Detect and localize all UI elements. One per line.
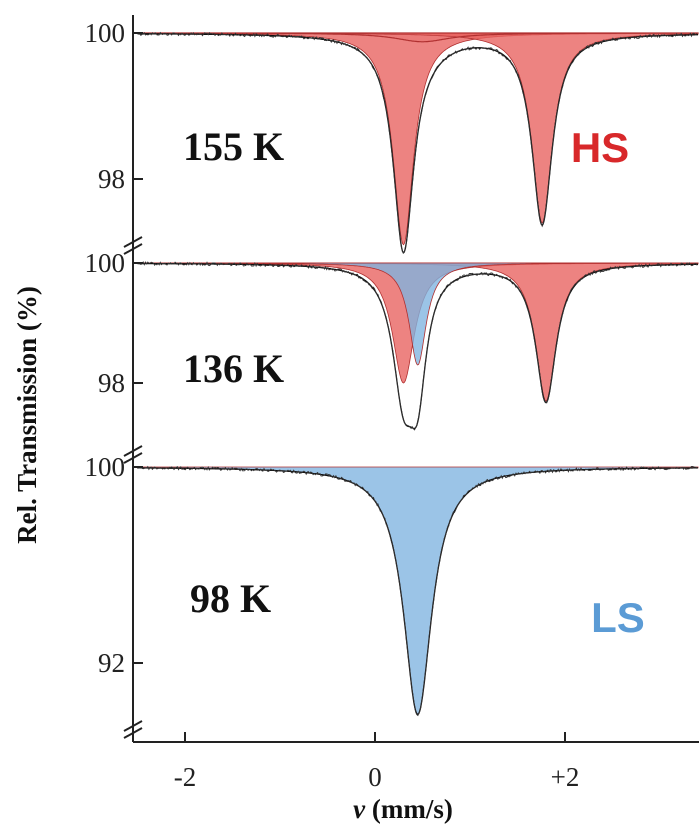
y-tick-label: 98 bbox=[98, 368, 125, 398]
axis-break-3 bbox=[123, 720, 143, 739]
panels-layer: 155 K HS 136 K 98 K LS bbox=[136, 31, 699, 717]
panel-label: 155 K bbox=[183, 124, 284, 169]
y-tick-label: 100 bbox=[85, 18, 126, 48]
y-tick-label: 100 bbox=[85, 452, 126, 482]
state-label-hs: HS bbox=[571, 124, 629, 171]
panel-136-k: 136 K bbox=[137, 261, 699, 431]
x-tick-label: -2 bbox=[174, 762, 197, 792]
axis-layer bbox=[132, 15, 699, 743]
panel-155-k: 155 K HS bbox=[136, 31, 699, 254]
ticks-layer: 100 98 100 98 100 92 -2 0 +2 bbox=[85, 18, 580, 792]
x-axis-title-var: v bbox=[353, 794, 366, 824]
y-tick-label: 100 bbox=[85, 248, 126, 278]
data-points bbox=[137, 31, 698, 254]
y-axis-title: Rel. Transmission (%) bbox=[12, 286, 42, 544]
x-tick-label: +2 bbox=[551, 762, 580, 792]
series-ls-component-0 bbox=[137, 262, 699, 366]
data-points bbox=[137, 261, 698, 431]
data-points bbox=[137, 465, 698, 717]
panel-98-k: 98 K LS bbox=[137, 465, 699, 717]
x-axis-title: v (mm/s) bbox=[353, 794, 453, 824]
x-axis-title-unit: (mm/s) bbox=[365, 794, 453, 824]
axis-break-1 bbox=[123, 236, 143, 255]
series-extra-component-0 bbox=[136, 32, 699, 43]
x-tick-label: 0 bbox=[368, 762, 382, 792]
axis-break-2 bbox=[123, 445, 143, 464]
state-label-ls: LS bbox=[591, 594, 645, 641]
y-tick-label: 92 bbox=[98, 648, 125, 678]
panel-label: 136 K bbox=[183, 346, 284, 391]
y-tick-label: 98 bbox=[98, 164, 125, 194]
panel-label: 98 K bbox=[190, 576, 271, 621]
